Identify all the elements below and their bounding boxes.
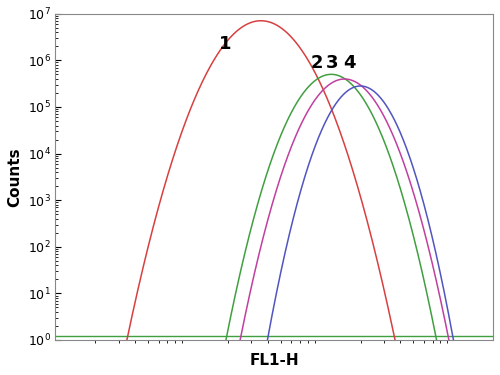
X-axis label: FL1-H: FL1-H [250, 353, 299, 368]
Text: 3: 3 [326, 54, 338, 72]
Text: 4: 4 [344, 54, 356, 72]
Text: 2: 2 [310, 54, 323, 72]
Y-axis label: Counts: Counts [7, 147, 22, 207]
Text: 1: 1 [219, 35, 232, 53]
